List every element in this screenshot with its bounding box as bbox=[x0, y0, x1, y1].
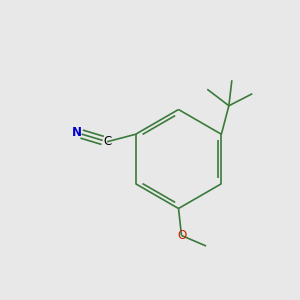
Text: C: C bbox=[103, 135, 111, 148]
Text: N: N bbox=[72, 126, 82, 139]
Text: O: O bbox=[177, 229, 186, 242]
